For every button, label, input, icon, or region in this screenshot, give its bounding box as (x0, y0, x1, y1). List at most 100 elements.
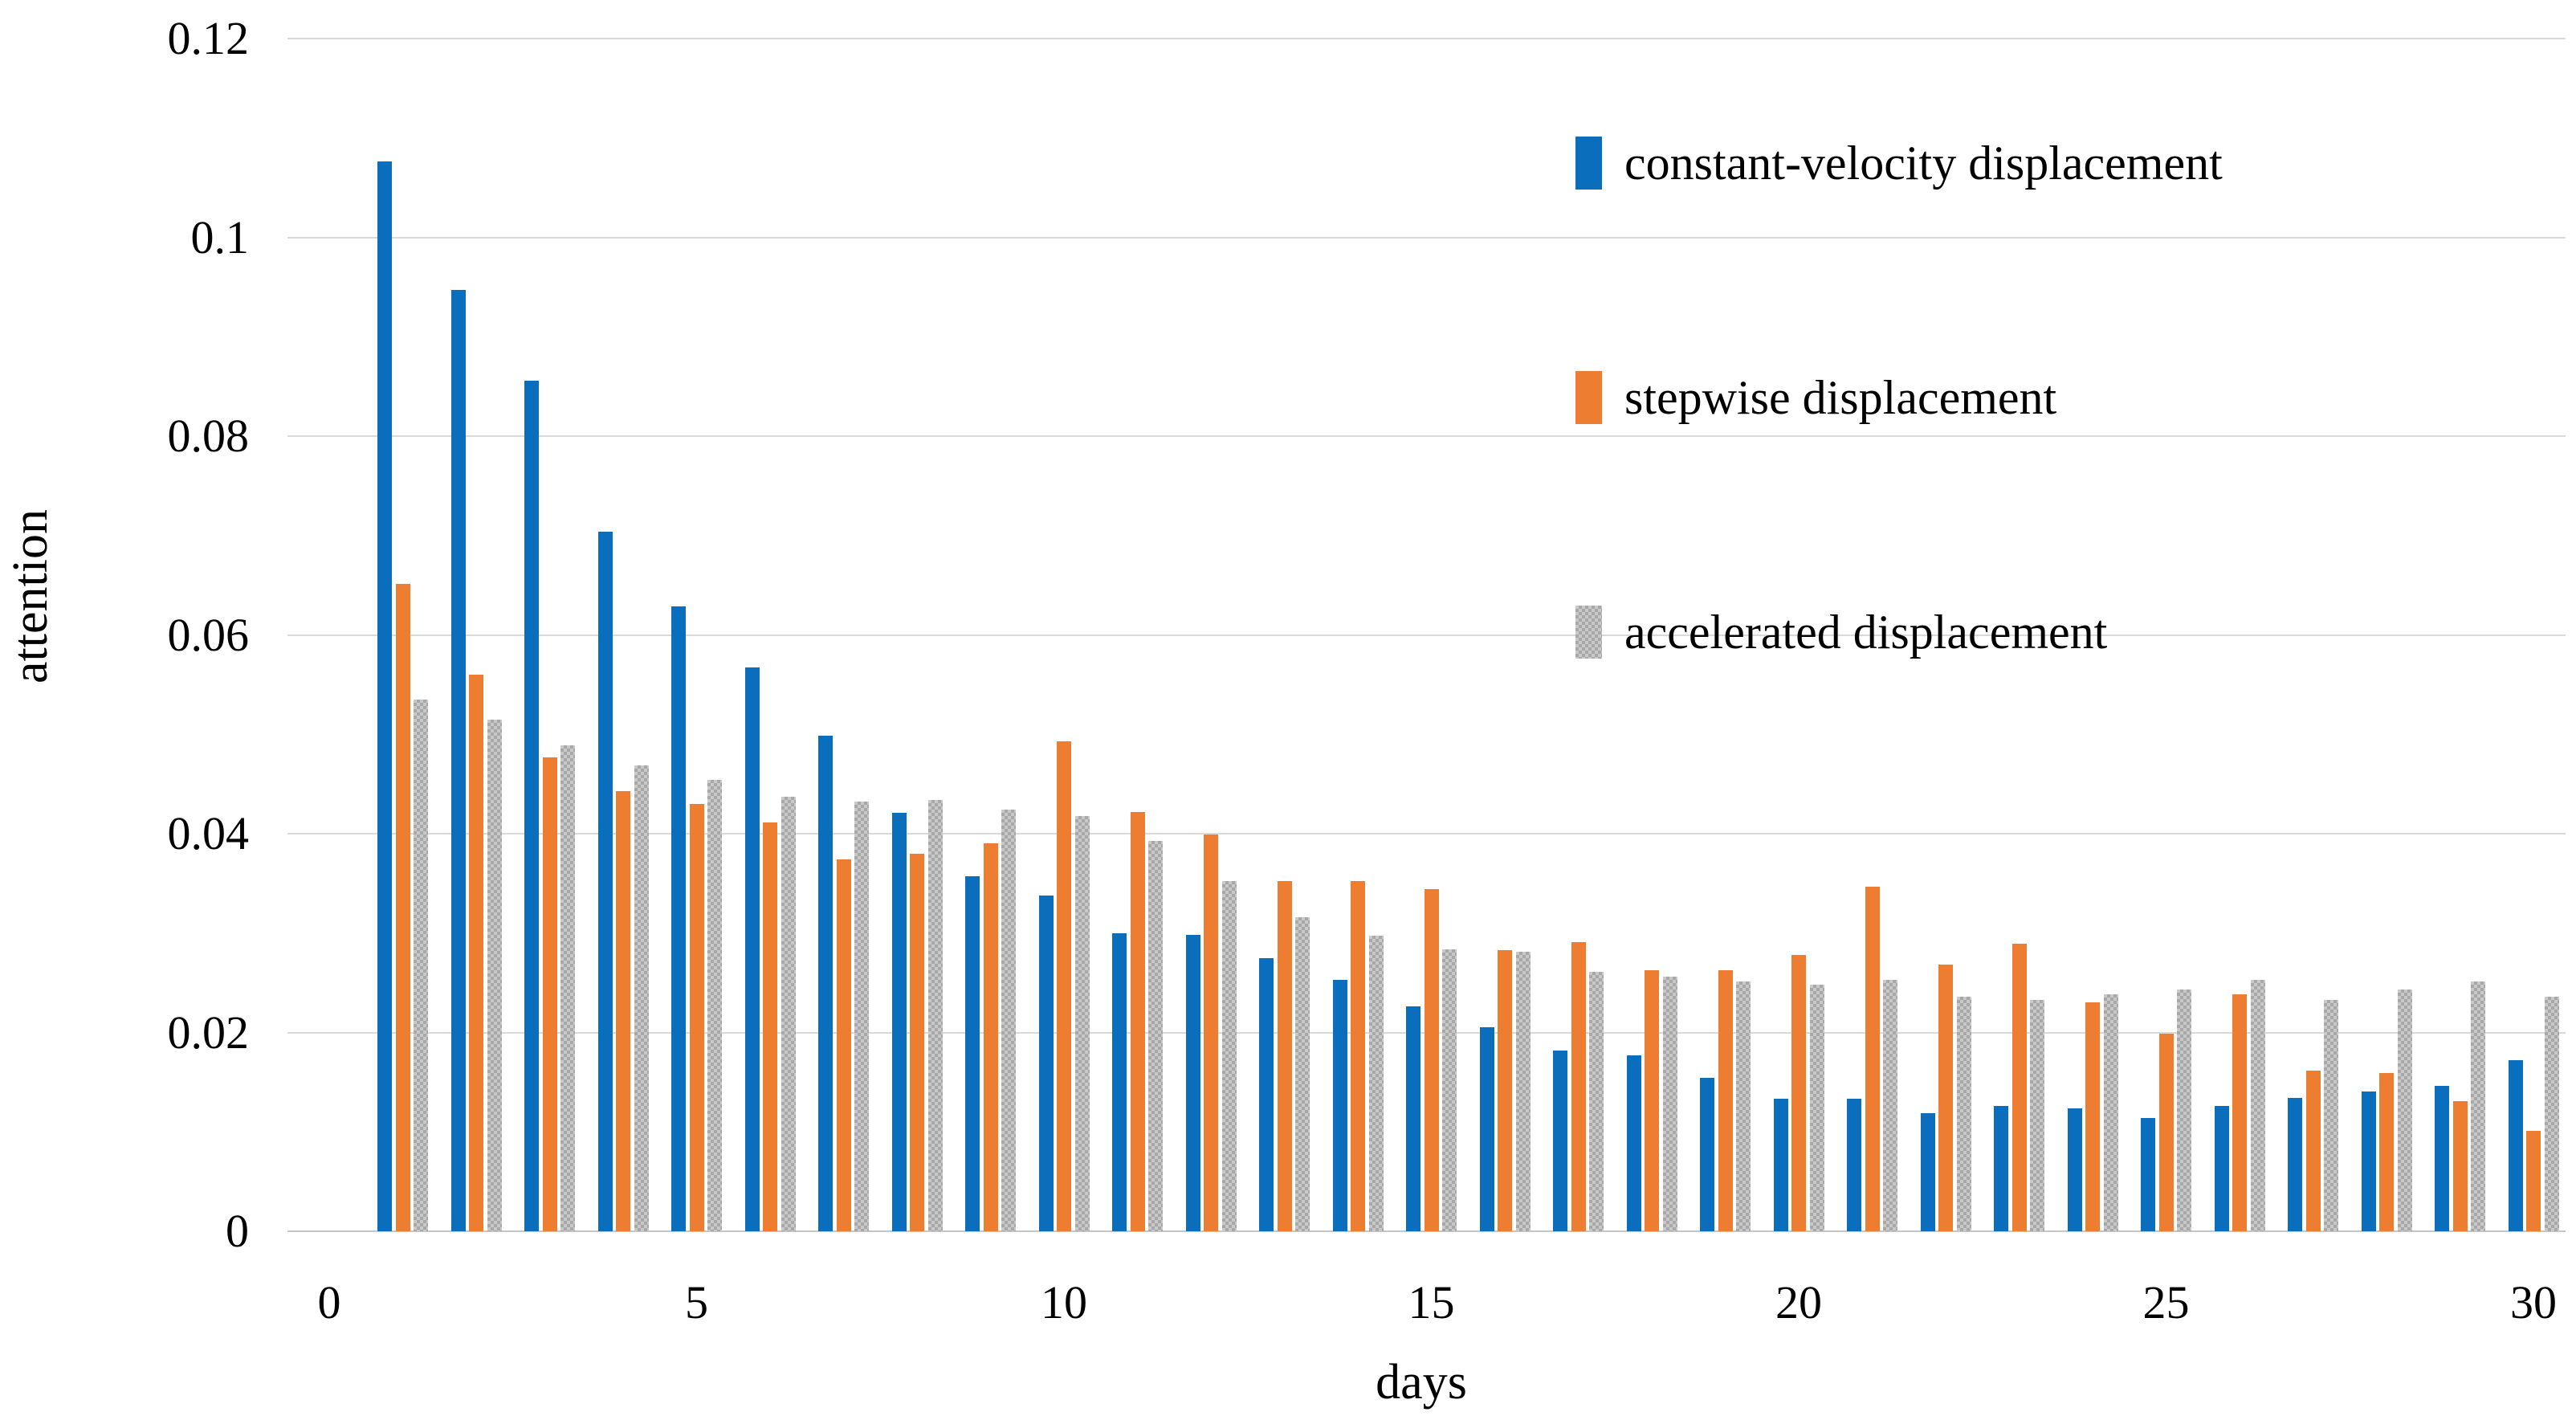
x-tick-label: 15 (1408, 1276, 1455, 1328)
bar-constant-velocity-day25 (2141, 1117, 2155, 1231)
bar-stepwise-day22 (1938, 965, 1953, 1231)
y-tick-label: 0.12 (167, 12, 250, 64)
bar-constant-velocity-day4 (597, 531, 613, 1231)
legend-label: accelerated displacement (1624, 606, 2108, 659)
bar-accelerated-day2 (487, 719, 502, 1231)
bar-constant-velocity-day28 (2361, 1091, 2376, 1231)
bar-accelerated-day13 (1295, 916, 1310, 1231)
x-tick-label: 30 (2510, 1276, 2557, 1328)
bar-stepwise-day27 (2305, 1070, 2321, 1231)
bar-constant-velocity-day15 (1406, 1006, 1420, 1231)
bar-stepwise-day26 (2232, 994, 2247, 1231)
bar-accelerated-day19 (1736, 981, 1751, 1231)
legend-swatch-orange (1575, 371, 1602, 424)
bar-constant-velocity-day6 (744, 667, 760, 1231)
bar-constant-velocity-day10 (1038, 895, 1054, 1231)
bar-accelerated-day20 (1809, 985, 1824, 1231)
legend-label: constant-velocity displacement (1624, 137, 2223, 190)
y-tick-label: 0.04 (167, 807, 250, 859)
y-tick-label: 0.02 (167, 1006, 250, 1059)
legend-label: stepwise displacement (1624, 371, 2057, 424)
bar-stepwise-day18 (1645, 969, 1659, 1231)
y-tick-label: 0.06 (167, 608, 250, 661)
bar-stepwise-day23 (2011, 944, 2027, 1231)
bar-accelerated-day28 (2397, 990, 2412, 1231)
bar-accelerated-day17 (1589, 972, 1604, 1231)
bar-constant-velocity-day3 (524, 380, 539, 1231)
bar-constant-velocity-day27 (2288, 1098, 2302, 1231)
bar-accelerated-day14 (1368, 936, 1384, 1231)
bar-accelerated-day25 (2177, 990, 2191, 1231)
bar-accelerated-day29 (2471, 981, 2485, 1231)
x-tick-label: 20 (1775, 1276, 1822, 1328)
bar-stepwise-day15 (1424, 889, 1439, 1231)
bar-accelerated-day15 (1442, 949, 1457, 1231)
bar-constant-velocity-day9 (965, 876, 980, 1231)
bar-constant-velocity-day5 (671, 606, 686, 1231)
bar-stepwise-day8 (910, 853, 924, 1231)
bar-constant-velocity-day20 (1773, 1099, 1788, 1231)
bar-stepwise-day21 (1865, 886, 1880, 1231)
bar-accelerated-day7 (854, 802, 869, 1231)
bar-stepwise-day3 (542, 757, 557, 1231)
bar-accelerated-day22 (1956, 996, 1971, 1231)
bar-accelerated-day12 (1221, 881, 1237, 1231)
bar-stepwise-day19 (1718, 969, 1733, 1231)
x-tick-label: 10 (1041, 1276, 1087, 1328)
bar-stepwise-day29 (2452, 1100, 2468, 1231)
bar-constant-velocity-day19 (1700, 1078, 1714, 1231)
bar-accelerated-day18 (1662, 977, 1677, 1231)
bar-accelerated-day11 (1148, 840, 1163, 1231)
legend-swatch-gray (1575, 606, 1602, 659)
x-tick-label: 5 (685, 1276, 708, 1328)
plot-area (287, 38, 2566, 1232)
bar-accelerated-day16 (1515, 952, 1531, 1231)
bar-stepwise-day6 (763, 822, 777, 1231)
bar-constant-velocity-day21 (1847, 1099, 1861, 1231)
y-tick-label: 0.1 (190, 210, 250, 263)
bar-constant-velocity-day12 (1185, 935, 1200, 1231)
bar-accelerated-day30 (2544, 996, 2559, 1231)
bar-accelerated-day1 (414, 699, 428, 1231)
bar-stepwise-day10 (1057, 741, 1071, 1231)
y-tick-label: 0 (226, 1205, 249, 1257)
legend: constant-velocity displacement stepwise … (1575, 137, 2223, 659)
bar-constant-velocity-day24 (2067, 1108, 2082, 1231)
bar-stepwise-day9 (983, 843, 998, 1231)
gridline (287, 833, 2566, 834)
bar-accelerated-day9 (1001, 810, 1016, 1231)
bar-constant-velocity-day18 (1626, 1055, 1641, 1231)
bar-constant-velocity-day13 (1259, 957, 1274, 1231)
bar-stepwise-day25 (2158, 1033, 2174, 1231)
x-tick-label: 25 (2142, 1276, 2190, 1328)
bar-constant-velocity-day17 (1553, 1050, 1567, 1231)
bar-stepwise-day4 (616, 790, 630, 1231)
legend-item-constant-velocity: constant-velocity displacement (1575, 137, 2223, 190)
legend-item-stepwise: stepwise displacement (1575, 371, 2223, 424)
bar-accelerated-day6 (781, 797, 796, 1231)
bar-stepwise-day30 (2526, 1131, 2541, 1231)
gridline (287, 634, 2566, 636)
bar-accelerated-day8 (927, 799, 943, 1231)
bar-stepwise-day24 (2085, 1002, 2100, 1231)
bar-accelerated-day5 (707, 780, 722, 1231)
bar-stepwise-day7 (836, 859, 851, 1231)
gridline (287, 236, 2566, 239)
bar-stepwise-day14 (1351, 881, 1365, 1231)
bar-accelerated-day23 (2030, 999, 2044, 1231)
bar-constant-velocity-day11 (1112, 932, 1127, 1231)
x-tick-label: 0 (317, 1276, 341, 1328)
y-tick-label: 0.08 (167, 410, 250, 462)
x-axis-title: days (1376, 1355, 1467, 1410)
bar-stepwise-day16 (1498, 949, 1512, 1231)
bar-constant-velocity-day14 (1332, 979, 1347, 1231)
bar-stepwise-day12 (1204, 834, 1218, 1231)
bar-stepwise-day13 (1277, 881, 1292, 1231)
bar-constant-velocity-day16 (1479, 1027, 1494, 1231)
bar-accelerated-day4 (634, 765, 649, 1231)
bar-accelerated-day27 (2324, 999, 2338, 1231)
bar-accelerated-day3 (560, 745, 575, 1231)
bar-constant-velocity-day7 (818, 735, 833, 1231)
y-axis-title: attention (3, 509, 58, 683)
